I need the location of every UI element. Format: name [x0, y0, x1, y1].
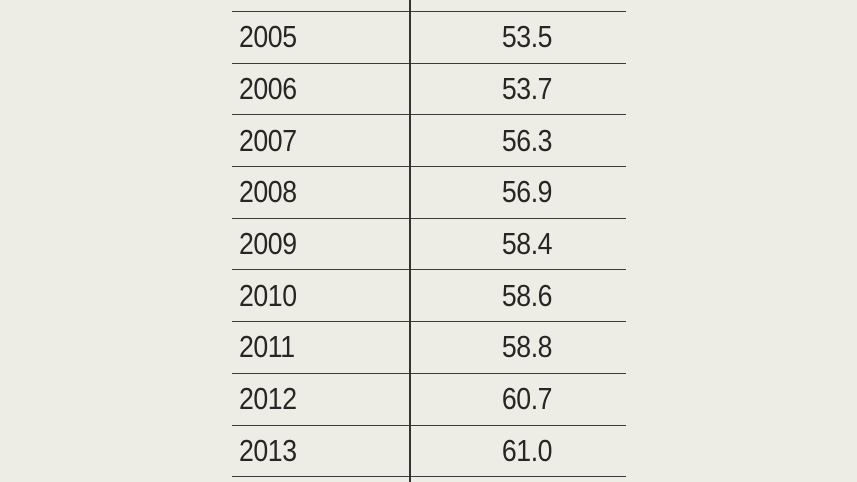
table-row: 2009 58.4 [232, 219, 626, 271]
year-cell: 2010 [239, 277, 297, 313]
year-cell: 2005 [239, 19, 297, 55]
value-cell: 53.7 [501, 71, 553, 107]
table-row: 2010 58.6 [232, 270, 626, 323]
table-row: 2013 61.0 [232, 426, 626, 478]
table-row: 2007 56.3 [232, 115, 626, 168]
value-cell: 61.0 [501, 432, 553, 468]
table-row: 2008 56.9 [232, 167, 626, 219]
year-cell: 2013 [239, 432, 297, 468]
value-cell: 53.5 [501, 19, 553, 55]
year-cell: 2008 [239, 174, 297, 210]
year-cell: 2009 [239, 226, 297, 262]
table-row: 2012 60.7 [232, 374, 626, 426]
year-cell: 2007 [239, 122, 297, 158]
year-cell: 2012 [239, 381, 297, 417]
table-row: 2005 53.5 [232, 12, 626, 64]
year-cell: 2006 [239, 71, 297, 107]
table-row: 2011 58.8 [232, 322, 626, 374]
value-cell: 58.4 [501, 226, 553, 262]
value-cell: 54.0 [480, 0, 575, 11]
value-cell: 56.3 [501, 122, 553, 158]
column-divider [409, 0, 411, 482]
table-row: 2006 53.7 [232, 64, 626, 116]
value-cell: 58.8 [501, 329, 553, 365]
table-row: 2004 54.0 [232, 0, 626, 12]
value-cell: 56.9 [501, 174, 553, 210]
value-cell: 60.7 [501, 381, 553, 417]
value-cell: 58.6 [501, 277, 553, 313]
year-cell: 2004 [239, 0, 297, 11]
data-table: 2004 54.0 2005 53.5 2006 53.7 2007 56.3 … [232, 0, 626, 478]
year-cell: 2011 [239, 329, 295, 365]
